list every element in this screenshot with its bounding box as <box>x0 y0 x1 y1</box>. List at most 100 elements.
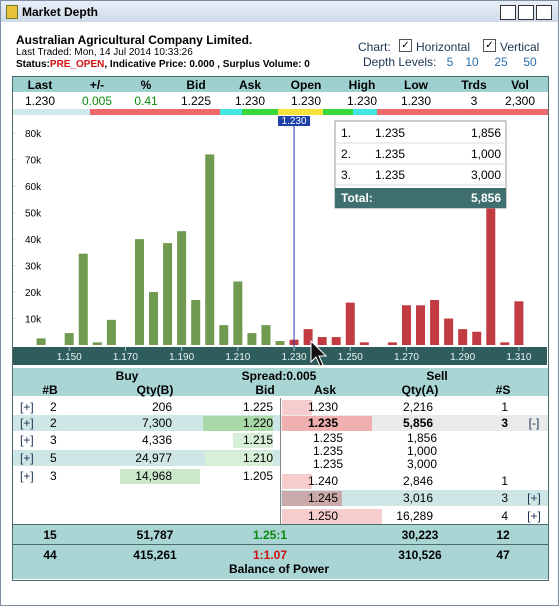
x-tick-label: 1.150 <box>57 352 82 363</box>
buy-depth-bar <box>64 333 74 345</box>
book-footer-bg <box>13 524 548 579</box>
bid-bar <box>205 451 273 466</box>
price-marker-box <box>278 116 311 126</box>
y-tick-label: 20k <box>25 288 42 299</box>
quote-value: 0.41 <box>134 94 158 108</box>
book-group-header: Buy <box>115 369 139 383</box>
color-strip <box>13 109 548 115</box>
depth-level-link[interactable]: 10 <box>465 55 479 69</box>
buy-count: 3 <box>50 433 57 447</box>
tooltip-index: 3. <box>341 168 351 182</box>
sell-depth-bar <box>514 301 524 345</box>
quote-header: +/- <box>89 78 105 92</box>
tooltip-qty: 3,000 <box>471 168 501 182</box>
expand-toggle[interactable]: [+] <box>527 509 541 523</box>
sell-depth-bar <box>345 302 355 345</box>
book-group-header: Sell <box>426 369 448 383</box>
buy-qty: 14,968 <box>135 469 172 483</box>
expand-toggle[interactable]: [+] <box>527 491 541 505</box>
status-label: Status: <box>16 59 50 70</box>
expand-toggle[interactable]: [+] <box>20 451 34 465</box>
order-price: 1.235 <box>313 431 344 445</box>
bid-price: 1.215 <box>242 433 273 447</box>
sell-count: 4 <box>501 509 508 523</box>
bid-price: 1.210 <box>242 451 273 465</box>
footer-divider <box>13 544 548 545</box>
bid-price: 1.220 <box>242 416 273 430</box>
book-column-header: Ask <box>313 383 337 397</box>
bid-price: 1.225 <box>242 400 273 414</box>
minimize-button[interactable] <box>500 5 516 20</box>
tooltip-price: 1.235 <box>375 147 405 161</box>
buy-count: 2 <box>50 400 57 414</box>
book-total: 1:1.07 <box>252 548 288 562</box>
close-button[interactable] <box>536 5 552 20</box>
buy-depth-bar <box>92 342 102 345</box>
depth-level-link[interactable]: 25 <box>494 55 508 69</box>
quote-value: 1.230 <box>24 94 56 108</box>
buy-qty: 4,336 <box>141 433 172 447</box>
bid-price: 1.205 <box>242 469 273 483</box>
vertical-label[interactable]: Vertical <box>500 40 540 54</box>
buy-depth-bar <box>149 292 159 345</box>
sell-qty: 2,846 <box>402 474 433 488</box>
book-group-header: Spread:0.005 <box>241 369 317 383</box>
expand-toggle[interactable]: [+] <box>20 433 34 447</box>
horizontal-checkbox[interactable]: ✓ <box>399 39 412 52</box>
sell-depth-bar <box>416 305 426 345</box>
y-tick-label: 70k <box>25 156 42 167</box>
buy-count: 2 <box>50 416 57 430</box>
strip-cyan <box>220 109 242 115</box>
quote-header: Vol <box>511 78 529 92</box>
ask-price: 1.250 <box>308 509 339 523</box>
expand-toggle[interactable]: [+] <box>20 469 34 483</box>
status-detail: , Indicative Price: 0.000 , Surplus Volu… <box>104 59 310 70</box>
chart-label: Chart: <box>358 40 391 54</box>
y-tick-label: 80k <box>25 129 42 140</box>
buy-count: 3 <box>50 469 57 483</box>
book-column-header: #B <box>42 383 58 397</box>
sell-count: 3 <box>501 491 508 505</box>
bid-bar <box>203 416 273 431</box>
horizontal-label[interactable]: Horizontal <box>416 40 471 54</box>
strip-yellow <box>278 109 323 115</box>
buy-depth-bar <box>177 231 187 345</box>
book-total: 415,261 <box>133 548 177 562</box>
quote-value: 1.225 <box>180 94 212 108</box>
book-total: 15 <box>43 528 57 542</box>
expand-toggle[interactable]: [-] <box>528 416 540 430</box>
book-total: 51,787 <box>136 528 174 542</box>
order-price: 1.235 <box>313 444 344 458</box>
y-tick-label: 30k <box>25 262 42 273</box>
ask-bar <box>282 474 312 489</box>
bid-bar <box>233 433 273 448</box>
buy-depth-bar <box>205 154 215 345</box>
vertical-checkbox[interactable]: ✓ <box>483 39 496 52</box>
order-price: 1.235 <box>313 457 344 471</box>
sell-count: 1 <box>501 474 508 488</box>
depth-level-link[interactable]: 5 <box>446 55 454 69</box>
depth-chart: 10k 20k 30k 40k 50k 60k 70k 80k 1.150 1.170 1.190 1… <box>13 116 547 366</box>
buy-depth-bar <box>163 243 173 345</box>
expand-toggle[interactable]: [+] <box>20 416 34 430</box>
sell-depth-bar <box>486 191 496 345</box>
depth-level-link[interactable]: 50 <box>523 55 537 69</box>
tooltip-price: 1.235 <box>375 168 405 182</box>
quote-header: Trds <box>461 78 487 92</box>
status-line: Status:PRE_OPEN, Indicative Price: 0.000… <box>16 58 310 72</box>
buy-qty: 206 <box>151 400 172 414</box>
book-divider <box>280 398 281 524</box>
y-tick-label: 40k <box>25 235 42 246</box>
expand-toggle[interactable]: [+] <box>20 400 34 414</box>
quote-value: 3 <box>470 94 478 108</box>
strip-cyan <box>353 109 377 115</box>
x-axis-band <box>13 347 547 365</box>
row-highlight <box>281 490 548 506</box>
strip-red <box>377 109 548 115</box>
quote-value: 1.230 <box>290 94 322 108</box>
maximize-button[interactable] <box>518 5 534 20</box>
sell-depth-bar <box>387 342 397 345</box>
tooltip-total-bg <box>335 188 506 208</box>
buy-depth-bar <box>261 325 271 345</box>
sell-depth-bar <box>331 337 341 345</box>
